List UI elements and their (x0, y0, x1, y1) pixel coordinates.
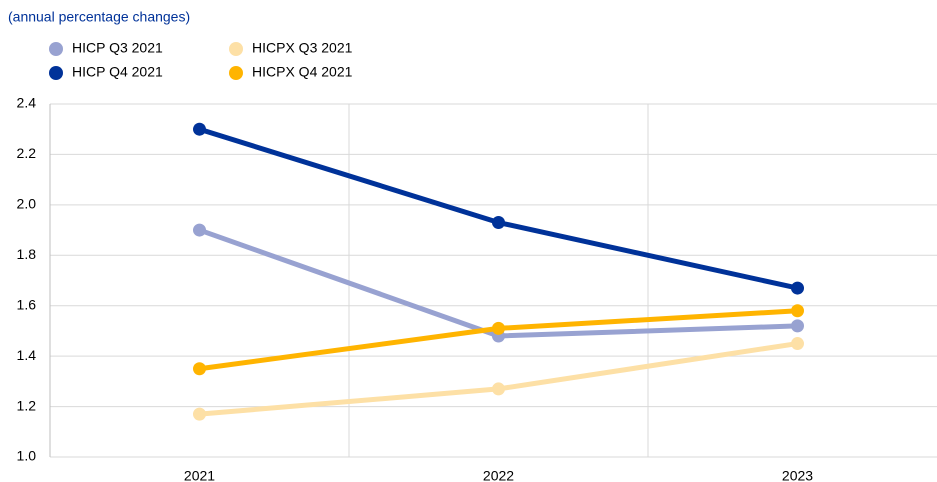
point (193, 407, 206, 421)
point (492, 321, 505, 335)
y-tick-label: 1.6 (17, 296, 37, 312)
point (193, 122, 206, 136)
point (791, 337, 804, 351)
legend-label: HICP Q4 2021 (72, 64, 163, 80)
y-tick-label: 2.4 (17, 95, 37, 111)
legend-marker (229, 66, 243, 80)
x-tick-label: 2021 (184, 468, 215, 482)
legend-label: HICPX Q4 2021 (252, 64, 353, 80)
point (791, 281, 804, 295)
chart-title: (annual percentage changes) (8, 9, 190, 25)
series-line (198, 227, 798, 339)
y-tick-label: 1.8 (17, 246, 37, 262)
y-tick-label: 1.2 (17, 397, 37, 413)
y-tick-label: 1.0 (17, 448, 37, 464)
legend-marker (229, 42, 243, 56)
legend-marker (49, 66, 63, 80)
legend-marker (49, 42, 63, 56)
point (193, 223, 206, 237)
y-tick-label: 1.4 (17, 347, 37, 363)
point (791, 304, 804, 318)
x-tick-label: 2022 (483, 468, 514, 482)
point (193, 362, 206, 376)
y-tick-label: 2.0 (17, 196, 37, 212)
legend-label: HICPX Q3 2021 (252, 40, 353, 56)
x-tick-label: 2023 (782, 468, 813, 482)
point (492, 382, 505, 396)
point (492, 216, 505, 230)
point (791, 319, 804, 333)
y-tick-label: 2.2 (17, 145, 37, 161)
legend-label: HICP Q3 2021 (72, 40, 163, 56)
